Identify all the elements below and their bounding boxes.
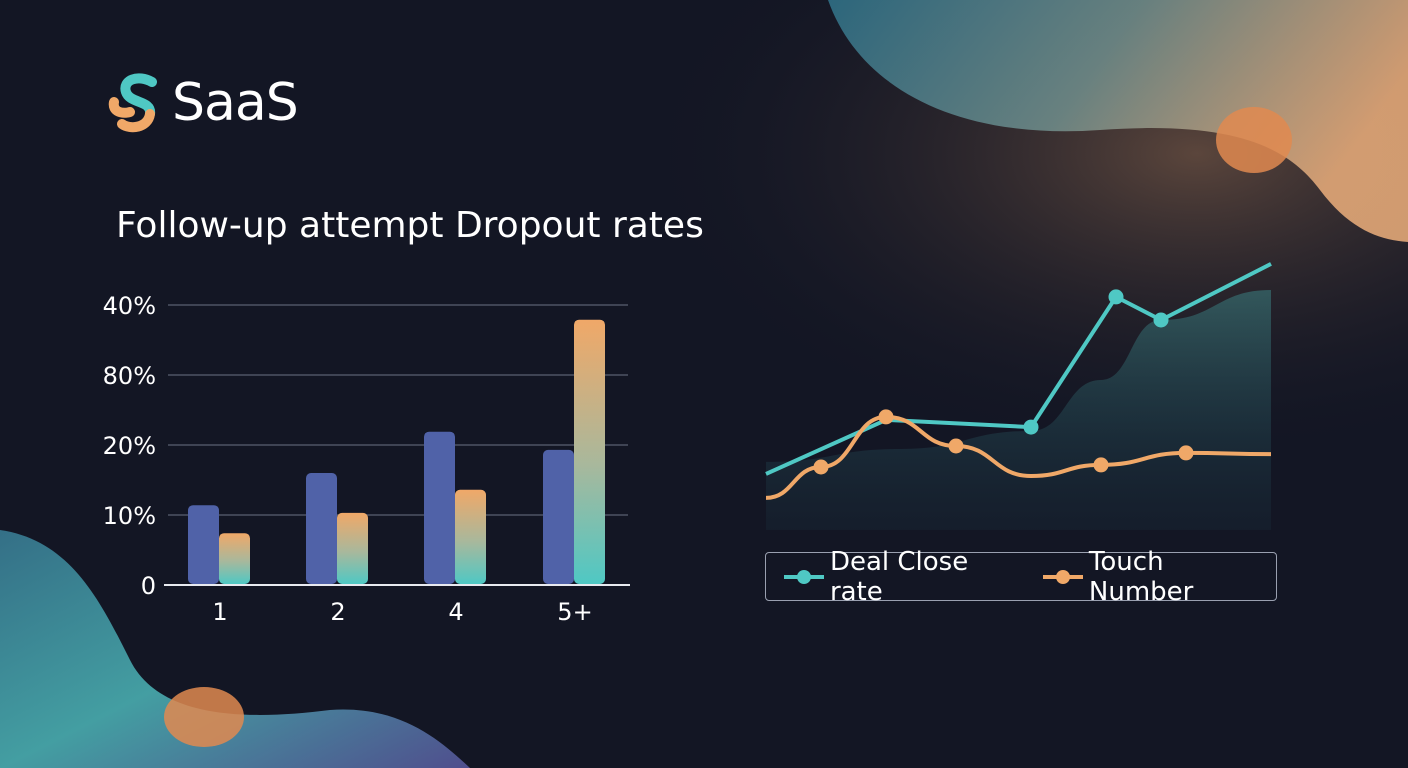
legend-item-touch-number: Touch Number (1042, 546, 1276, 607)
data-point (1108, 289, 1124, 305)
series-line (765, 414, 1272, 500)
chart-title: Follow-up attempt Dropout rates (116, 205, 704, 246)
bar (424, 431, 455, 584)
legend-label: Touch Number (1088, 546, 1194, 607)
brand-logo: SaaS (108, 72, 299, 134)
data-point (948, 438, 964, 454)
area-fill (766, 290, 1271, 530)
bar (574, 319, 605, 584)
legend-label: Deal Close rate (829, 546, 969, 607)
x-tick-label: 5+ (557, 598, 592, 626)
orange-line-marker-icon (1042, 569, 1083, 584)
x-tick-label: 2 (330, 598, 345, 626)
x-tick-label: 4 (448, 598, 463, 626)
bar (306, 473, 337, 584)
data-point (1153, 312, 1169, 328)
data-point (878, 409, 894, 425)
logo-s-icon (108, 73, 157, 133)
legend-item-deal-close-rate: Deal Close rate (784, 547, 1029, 607)
y-tick-label: 10% (103, 502, 156, 530)
data-point (813, 459, 829, 475)
teal-line-marker-icon (784, 569, 824, 584)
series-line (765, 262, 1272, 476)
y-tick-label: 20% (103, 432, 156, 460)
bar (543, 449, 574, 584)
data-point (1023, 419, 1039, 435)
bar (188, 505, 219, 584)
line-chart-legend: Deal Close rate Touch Number (765, 547, 1277, 607)
x-tick-label: 1 (212, 598, 227, 626)
y-tick-label: 40% (103, 292, 156, 320)
bar (219, 533, 250, 584)
brand-name: SaaS (172, 73, 299, 133)
data-point (1093, 457, 1109, 473)
bar (337, 512, 368, 584)
data-point (1178, 445, 1194, 461)
bar (455, 489, 486, 584)
y-tick-label: 0 (141, 572, 156, 600)
y-tick-label: 80% (103, 362, 156, 390)
